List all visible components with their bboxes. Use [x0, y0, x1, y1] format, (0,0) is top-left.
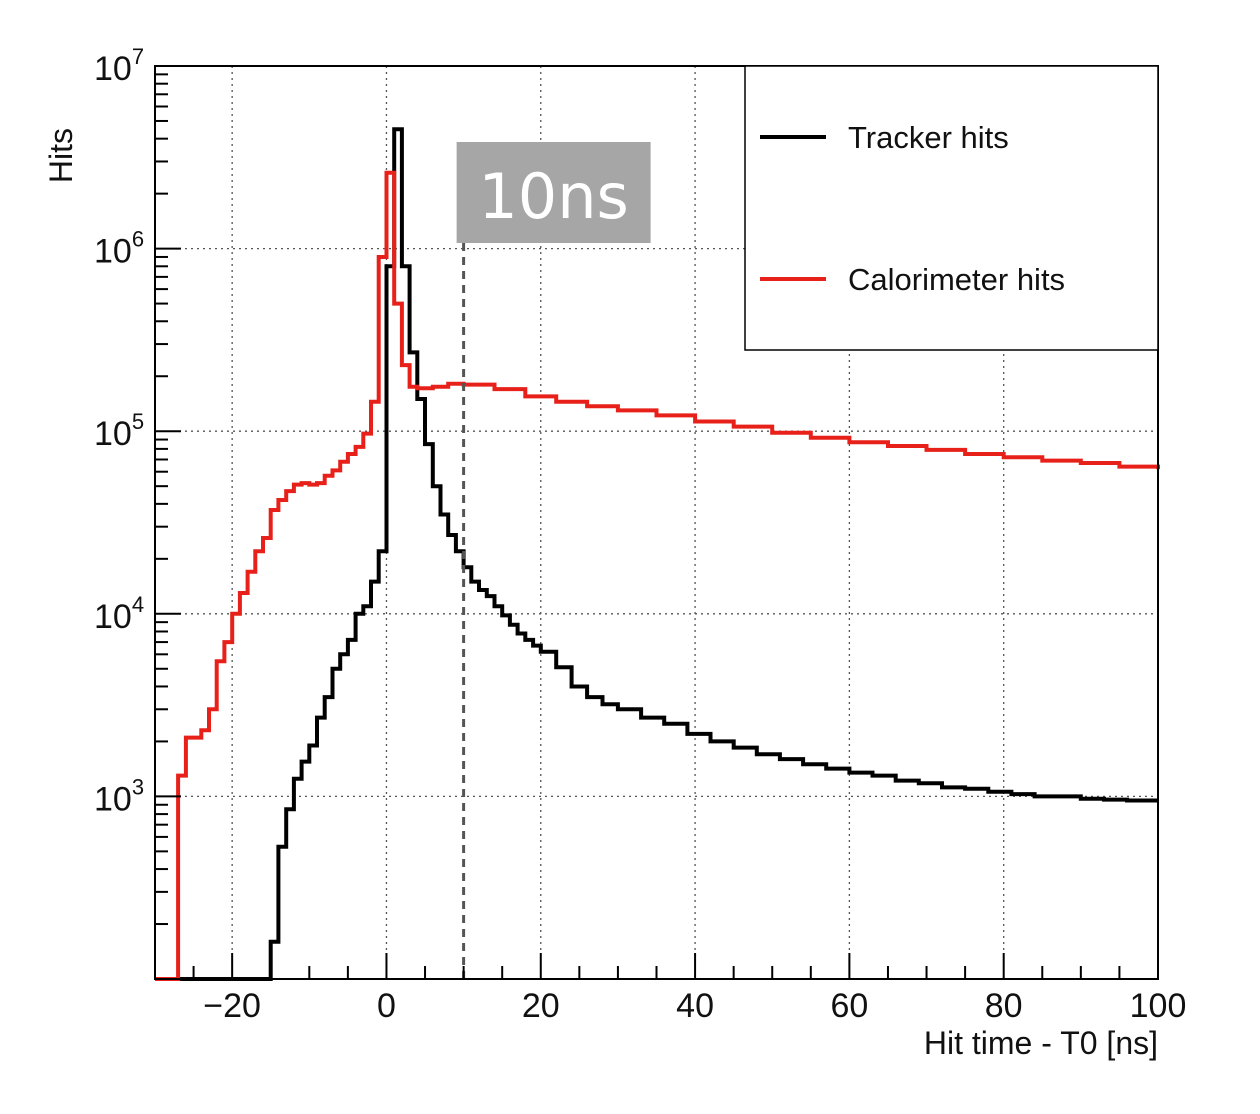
x-tick-label: 20: [522, 987, 560, 1025]
legend-label-tracker: Tracker hits: [848, 120, 1009, 155]
annotation-10ns: 10ns: [456, 142, 651, 243]
y-tick-label: 106: [94, 227, 144, 271]
legend: Tracker hits Calorimeter hits: [744, 65, 1159, 351]
x-tick-label: 0: [377, 987, 396, 1025]
legend-label-calorimeter: Calorimeter hits: [848, 262, 1065, 297]
x-tick-label: 40: [676, 987, 714, 1025]
y-tick-label: 103: [94, 774, 144, 818]
tick-labels: −20 0 20 40 60 80 100 103 104 105 106 107: [94, 44, 1186, 1025]
y-tick-label: 104: [94, 592, 144, 636]
axis-ticks: [155, 65, 1159, 979]
calorimeter-hits-series: [155, 170, 1160, 981]
legend-box: [744, 65, 1159, 351]
y-tick-label: 107: [94, 44, 144, 88]
data-series: [155, 127, 1160, 981]
y-axis-title: Hits: [43, 128, 79, 183]
x-tick-label: 100: [1130, 987, 1187, 1025]
x-tick-label: 60: [830, 987, 868, 1025]
annotation-box: [456, 142, 651, 243]
y-tick-label: 105: [94, 409, 144, 453]
x-axis-title: Hit time - T0 [ns]: [924, 1025, 1158, 1061]
annotation-label: 10ns: [478, 160, 629, 233]
tracker-hits-series: [155, 127, 1158, 981]
x-tick-label: 80: [985, 987, 1023, 1025]
x-tick-label: −20: [203, 987, 261, 1025]
